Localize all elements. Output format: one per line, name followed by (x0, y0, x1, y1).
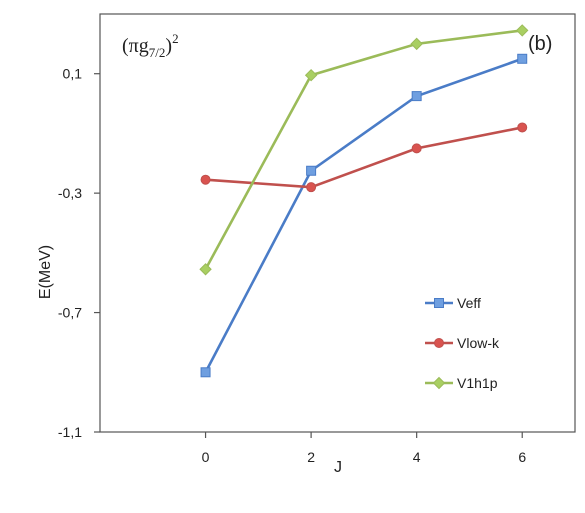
x-tick-label: 4 (413, 449, 421, 465)
series-veff (200, 53, 528, 378)
data-point-veff (411, 91, 422, 102)
y-axis-ticks: 0,1 -0,3 -0,7 -1,1 (58, 66, 100, 440)
chart-title-close: ) (165, 35, 172, 57)
panel-label: (b) (528, 33, 552, 55)
data-point-vlow-k (517, 122, 528, 133)
y-tick-label: -0,7 (58, 305, 82, 321)
data-point-v1h1p (199, 263, 212, 276)
legend-item-veff: Veff (425, 295, 481, 311)
x-tick-label: 2 (307, 449, 315, 465)
legend-label: Vlow-k (457, 335, 500, 351)
plot-frame (99, 13, 576, 433)
data-point-veff (200, 367, 211, 378)
y-tick-label: -0,3 (58, 185, 82, 201)
legend-swatch-marker (434, 298, 444, 308)
chart-title-main: (πg (122, 35, 149, 57)
legend-swatch-marker (434, 338, 444, 348)
data-point-veff (517, 53, 528, 64)
chart-title: (πg7/2)2 (122, 31, 179, 60)
y-tick-label: 0,1 (63, 66, 83, 82)
chart-title-subscript: 7/2 (149, 45, 166, 60)
y-axis-label: E(MeV) (37, 245, 54, 299)
series-line-vlow-k (205, 126, 523, 189)
data-point-vlow-k (306, 182, 317, 193)
series-line-v1h1p (204, 29, 523, 270)
legend-label: V1h1p (457, 375, 498, 391)
x-tick-label: 0 (202, 449, 210, 465)
x-tick-label: 6 (518, 449, 526, 465)
series-v1h1p (199, 24, 529, 276)
x-axis-ticks: 0 2 4 6 (202, 432, 526, 465)
x-axis-label: J (334, 459, 342, 476)
y-tick-label: -1,1 (58, 424, 82, 440)
data-point-veff (306, 165, 317, 176)
legend-item-v1h1p: V1h1p (425, 375, 498, 391)
data-point-v1h1p (516, 24, 529, 37)
series-layer (199, 24, 529, 378)
series-vlow-k (200, 122, 528, 193)
data-point-v1h1p (410, 37, 423, 51)
legend-label: Veff (457, 295, 481, 311)
data-point-vlow-k (411, 143, 422, 154)
legend-swatch-marker (432, 376, 446, 390)
chart-title-superscript: 2 (172, 31, 179, 46)
legend-item-vlow-k: Vlow-k (425, 335, 500, 351)
legend: Veff Vlow-k V1h1p (425, 295, 500, 391)
data-point-vlow-k (200, 174, 211, 185)
series-line-veff (204, 57, 523, 373)
data-point-v1h1p (304, 69, 318, 82)
